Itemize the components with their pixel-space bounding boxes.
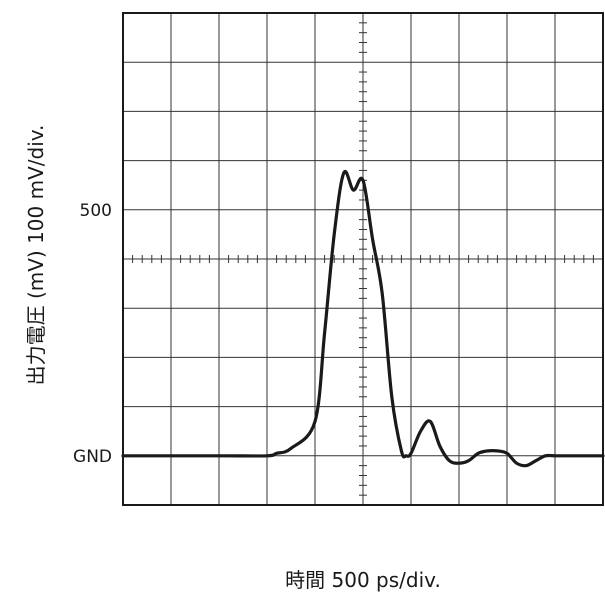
center-axis-ticks [132,22,594,496]
plot-frame [122,12,604,506]
y-tick-label: 500 [80,201,112,221]
y-tick-labels: 500 GND [73,201,112,467]
graticule-grid [123,13,603,505]
waveform-trace [121,169,605,468]
x-axis-label: 時間 500 ps/div. [285,568,441,592]
y-axis-label: 出力電圧 (mV) 100 mV/div. [24,125,48,386]
y-tick-label: GND [73,447,112,467]
